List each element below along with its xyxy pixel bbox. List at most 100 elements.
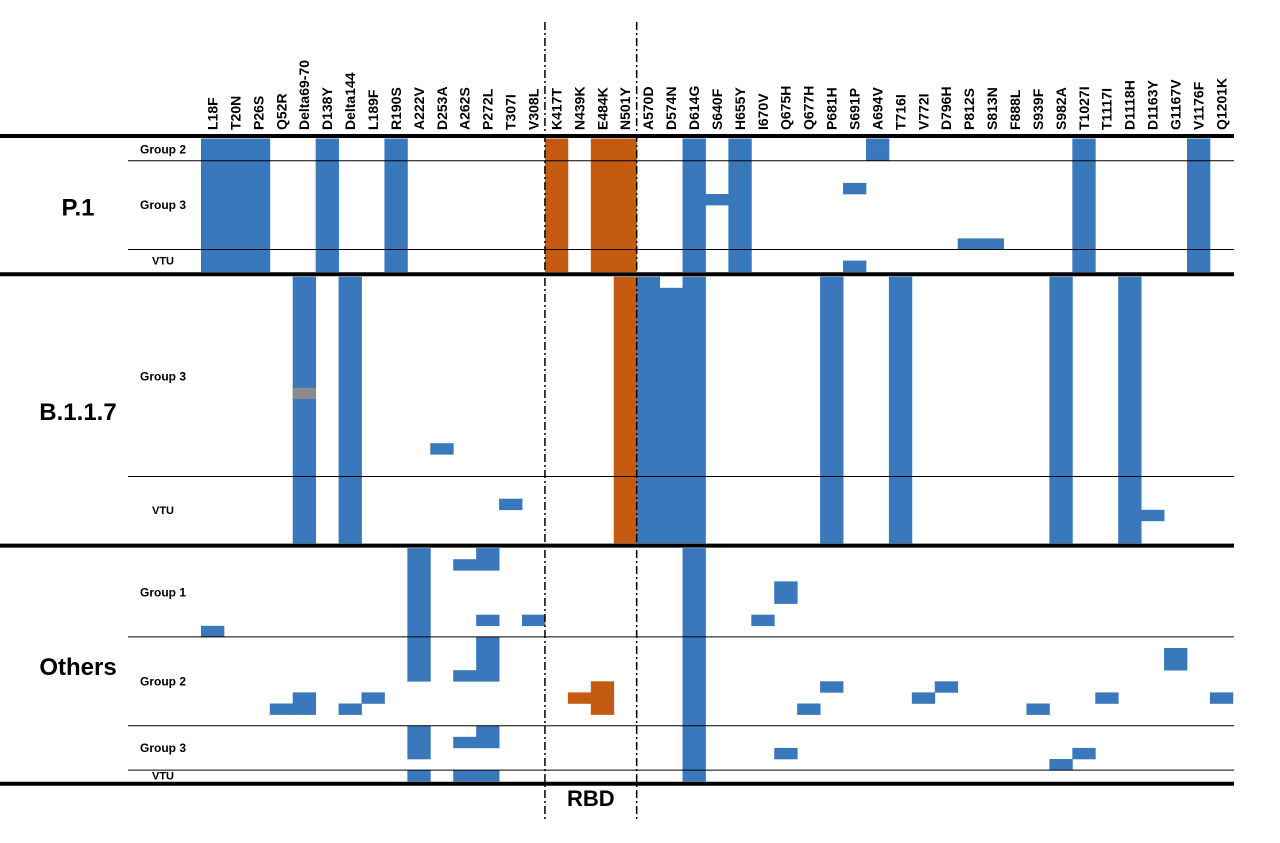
cell-others-group-2-delta69-70	[292, 692, 317, 715]
cell-p-1-group-2-v1176f	[1186, 138, 1211, 161]
mutation-label-f888l: F888L	[1007, 89, 1023, 130]
cell-b-1-1-7-vtu-delta144	[338, 476, 362, 544]
cell-others-group-1-q675h	[774, 581, 798, 604]
cell-others-group-2-l189f	[361, 692, 385, 704]
cell-p-1-group-3-h655y	[728, 160, 752, 250]
mutation-label-e484k: E484K	[594, 87, 610, 130]
cell-p-1-group-2-k417t	[544, 138, 569, 161]
cell-b-1-1-7-group-3-a570d	[636, 276, 660, 477]
cell-others-vtu-p272l	[476, 770, 500, 782]
cell-others-group-3-q675h	[774, 747, 798, 760]
cell-p-1-vtu-p26s	[246, 249, 271, 272]
cell-b-1-1-7-vtu-d574n	[659, 476, 683, 544]
mutation-label-s813n: S813N	[984, 87, 1000, 130]
cell-others-group-2-d614g	[682, 636, 706, 726]
cell-p-1-group-2-l18f	[201, 138, 225, 161]
cell-b-1-1-7-group-3-d253a	[430, 443, 454, 455]
cell-p-1-vtu-d138y	[315, 249, 339, 272]
cell-p-1-group-2-a694v	[865, 138, 890, 150]
cell-b-1-1-7-vtu-delta69-70	[292, 476, 317, 544]
cell-others-group-2-a222v	[407, 636, 431, 682]
mutation-label-k417t: K417T	[548, 88, 564, 130]
cell-b-1-1-7-group-3-s982a	[1049, 276, 1073, 477]
cell-others-group-1-p272l	[476, 548, 500, 571]
cell-others-group-3-t1027i	[1072, 747, 1096, 760]
cell-others-group-3-a222v	[407, 725, 431, 760]
cell-p-1-vtu-t20n	[223, 249, 248, 272]
cell-b-1-1-7-vtu-d1118h	[1118, 476, 1142, 544]
cell-others-group-1-a222v	[407, 548, 431, 638]
cell-b-1-1-7-vtu-a570d	[636, 476, 660, 544]
cell-p-1-group-3-d138y	[315, 160, 339, 250]
cell-b-1-1-7-group-3-d1118h	[1118, 276, 1142, 477]
cell-others-vtu-a262s	[453, 770, 477, 782]
mutation-label-q52r: Q52R	[273, 93, 289, 130]
cell-others-group-3-d614g	[682, 725, 706, 771]
mutation-label-d138y: D138Y	[319, 87, 335, 130]
cell-b-1-1-7-group-3-p681h	[820, 276, 844, 477]
cell-others-group-1-a262s	[453, 559, 477, 571]
cell-others-group-2-delta144	[338, 703, 362, 715]
mutation-label-s939f: S939F	[1030, 88, 1046, 130]
lineage-label-others: Others	[39, 654, 116, 681]
cell-b-1-1-7-group-3-delta69-70	[292, 276, 317, 477]
group-label-p-1-group-3: Group 3	[140, 198, 186, 212]
cell-b-1-1-7-vtu-d1163y	[1141, 509, 1165, 522]
cell-p-1-group-3-v1176f	[1186, 160, 1211, 250]
cell-p-1-group-2-e484k	[590, 138, 615, 161]
cell-others-vtu-d614g	[682, 770, 706, 782]
cell-b-1-1-7-group-3-d574n	[659, 287, 683, 477]
mutation-label-h655y: H655Y	[732, 87, 748, 130]
cell-others-group-2-g1167v	[1164, 648, 1188, 671]
cell-others-group-1-l18f	[201, 625, 225, 638]
cell-others-group-3-p272l	[476, 725, 500, 749]
mutation-label-v308l: V308L	[525, 88, 541, 130]
group-label-b-1-1-7-vtu: VTU	[152, 505, 174, 517]
cell-others-group-3-s982a	[1049, 759, 1073, 771]
mutation-label-t1117i: T1117I	[1099, 88, 1115, 130]
cell-b-1-1-7-vtu-t716i	[888, 476, 913, 544]
mutation-label-g1167v: G1167V	[1168, 79, 1184, 130]
cell-others-group-2-q677h	[797, 703, 821, 715]
mutation-label-d614g: D614G	[686, 86, 702, 130]
group-label-others-group-2: Group 2	[140, 674, 186, 688]
group-label-others-vtu: VTU	[152, 771, 174, 783]
cell-p-1-group-3-k417t	[544, 160, 569, 250]
cell-p-1-group-3-d614g	[682, 160, 706, 250]
mutation-label-a222v: A222V	[411, 87, 427, 130]
cell-p-1-group-3-t20n	[223, 160, 248, 250]
mutation-label-i670v: I670V	[755, 93, 771, 130]
mutation-label-q675h: Q675H	[778, 86, 794, 130]
cell-b-1-1-7-vtu-n501y	[613, 476, 638, 544]
cell-b-1-1-7-group-3-d614g	[682, 276, 706, 477]
mutation-label-t716i: T716I	[892, 94, 908, 130]
cell-p-1-vtu-h655y	[728, 249, 752, 272]
mutation-label-d253a: D253A	[434, 86, 450, 130]
cell-others-group-1-i670v	[751, 614, 775, 627]
mutation-label-p812s: P812S	[961, 88, 977, 130]
cell-p-1-group-3-e484k	[590, 160, 615, 250]
mutation-label-l18f: L18F	[204, 97, 220, 130]
cell-p-1-group-2-t1027i	[1072, 138, 1096, 161]
cell-others-group-1-v308l	[522, 614, 546, 627]
mutation-label-delta69-70: Delta69-70	[296, 60, 312, 130]
cell-b-1-1-7-group-3-delta69-70	[292, 387, 317, 400]
mutation-label-d574n: D574N	[663, 86, 679, 130]
cell-b-1-1-7-vtu-s982a	[1049, 476, 1073, 544]
mutation-label-t20n: T20N	[227, 96, 243, 130]
cell-p-1-group-2-n501y	[613, 138, 638, 161]
cell-others-group-2-p681h	[820, 681, 844, 693]
cell-p-1-vtu-s691p	[843, 260, 867, 272]
cell-p-1-group-2-d138y	[315, 138, 339, 161]
cell-others-group-2-e484k	[590, 703, 615, 715]
cell-p-1-group-2-d614g	[682, 138, 706, 161]
cell-b-1-1-7-group-3-n501y	[613, 276, 638, 477]
cell-p-1-group-3-s691p	[843, 182, 867, 195]
mutation-label-a694v: A694V	[869, 87, 885, 130]
cell-p-1-group-2-p26s	[246, 138, 271, 161]
cell-others-group-2-p272l	[476, 636, 500, 682]
cell-others-group-2-d796h	[934, 681, 959, 693]
cell-p-1-group-2-t20n	[223, 138, 248, 161]
